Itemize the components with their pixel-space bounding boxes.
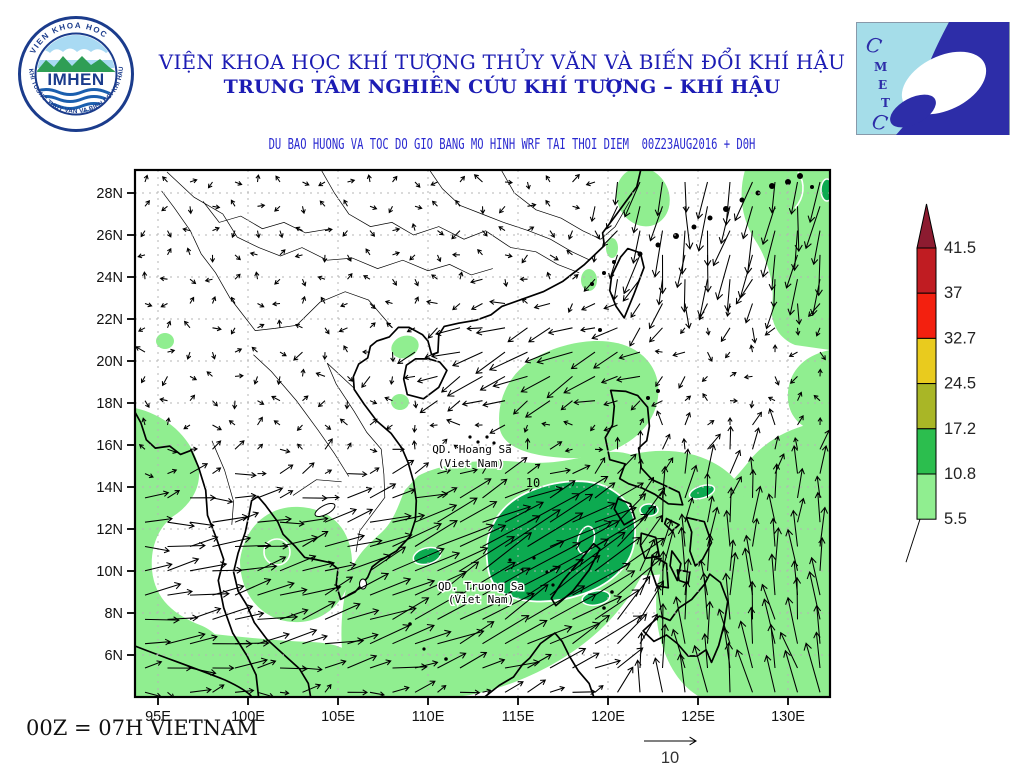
lat-tick-label: 28N: [96, 186, 123, 202]
colorbar-tick-label: 5.5: [944, 510, 967, 528]
lat-tick-label: 18N: [96, 396, 123, 412]
imhen-acronym: IMHEN: [47, 70, 104, 89]
lat-tick-label: 26N: [96, 228, 123, 244]
place-label: QD. Hoang Sa: [432, 443, 511, 456]
forecast-subtitle: DU BAO HUONG VA TOC DO GIO BANG MO HINH …: [268, 136, 756, 154]
colorbar: 41.5 37 32.7 24.5 17.2 10.8 5.5: [905, 203, 976, 563]
org-title-line1: VIỆN KHOA HỌC KHÍ TƯỢNG THỦY VĂN VÀ BIẾN…: [158, 50, 846, 74]
cmetc-logo: C M E T C: [856, 22, 1010, 135]
colorbar-tick-label: 10.8: [944, 465, 976, 483]
lat-tick-label: 12N: [96, 522, 123, 538]
lon-tick-label: 95E: [145, 709, 171, 725]
colorbar-tick-label: 24.5: [944, 375, 976, 393]
svg-text:M: M: [874, 60, 887, 74]
lon-tick-label: 100E: [231, 709, 265, 725]
map-labels: QD. Hoang Sa(Viet Nam)QD. Truong Sa(Viet…: [431, 442, 542, 608]
lon-tick-label: 120E: [591, 709, 625, 725]
cmetc-letters: C M E T C: [864, 32, 890, 135]
colorbar-tick-label: 32.7: [944, 329, 976, 347]
svg-text:C: C: [870, 109, 890, 135]
country-borders: [161, 170, 630, 553]
lat-tick-label: 20N: [96, 354, 123, 370]
cmetc-swoosh-tail: [890, 94, 936, 128]
lat-tick-label: 22N: [96, 312, 123, 328]
lat-tick-label: 8N: [104, 606, 123, 622]
svg-text:T: T: [881, 96, 890, 110]
lat-tick-label: 24N: [96, 270, 123, 286]
lon-tick-label: 105E: [321, 709, 355, 725]
vector-scale: 10: [644, 736, 698, 767]
small-islands: [314, 173, 814, 661]
lat-tick-label: 16N: [96, 438, 123, 454]
cloud-shape: [37, 48, 115, 60]
org-title-line2: TRUNG TÂM NGHIÊN CỨU KHÍ TƯỢNG – KHÍ HẬU: [223, 76, 781, 98]
colorbar-tick-label: 37: [944, 284, 962, 302]
map-content: QD. Hoang Sa(Viet Nam)QD. Truong Sa(Viet…: [135, 170, 830, 697]
colorbar-tick-label: 17.2: [944, 420, 976, 438]
imhen-logo: IMHEN VIEN KHOA HOC KHI TUONG THUY VAN V…: [18, 16, 134, 132]
lon-tick-label: 130E: [771, 709, 805, 725]
lat-tick-label: 6N: [104, 648, 123, 664]
lat-tick-label: 10N: [96, 564, 123, 580]
colorbar-tick-label: 41.5: [944, 239, 976, 257]
contour-label: 10: [526, 476, 540, 490]
wind-arrows: [135, 173, 830, 697]
lat-tick-label: 14N: [96, 480, 123, 496]
time-note: 00Z = 07H VIETNAM: [26, 716, 258, 740]
lon-tick-label: 115E: [502, 709, 535, 725]
lon-tick-label: 125E: [681, 709, 715, 725]
place-label: (Viet Nam): [438, 457, 504, 470]
vector-scale-label: 10: [661, 749, 679, 767]
svg-text:E: E: [878, 78, 887, 92]
axes: 28N 26N 24N 22N 20N 18N 16N 14N 12N 10N 8N 6N 95E 100…: [96, 168, 832, 725]
svg-text:C: C: [864, 32, 884, 59]
place-label: QD. Truong Sa: [438, 580, 524, 593]
mountain-shape: [37, 56, 115, 74]
lon-tick-label: 110E: [412, 709, 445, 725]
place-label: (Viet Nam): [448, 593, 514, 606]
